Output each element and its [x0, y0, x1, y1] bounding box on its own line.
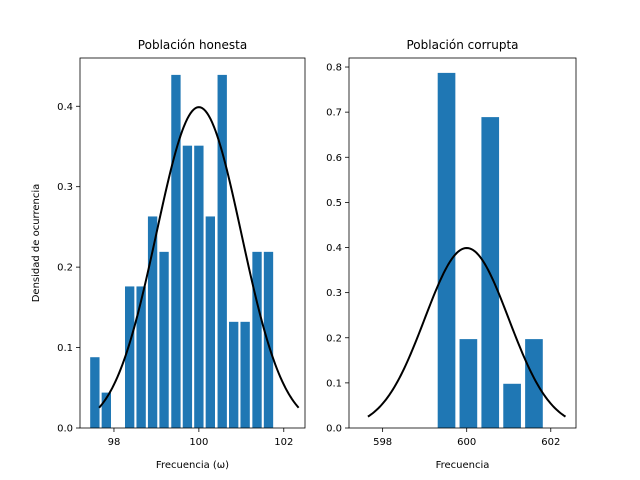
- x-ticks-corrupta: 598 600 602: [373, 428, 560, 448]
- bar-honesta: [217, 74, 227, 429]
- y-tick-label-corrupta: 0.0: [326, 424, 342, 435]
- axes-frame-honesta: [79, 57, 306, 429]
- x-ticks-honesta: 98 100 102: [108, 428, 293, 448]
- bars-honesta: [90, 74, 274, 429]
- y-tick-label-corrupta: 0.2: [326, 333, 342, 344]
- bar-honesta: [147, 216, 158, 428]
- normal-curve-honesta: [98, 106, 300, 409]
- bar-honesta: [194, 145, 204, 428]
- x-tick-label-corrupta: 602: [541, 437, 560, 448]
- y-tick-label-honesta: 0.4: [57, 102, 73, 113]
- y-tick-label-corrupta: 0.5: [326, 198, 342, 209]
- bar-honesta: [159, 251, 169, 428]
- y-axis-label-honesta: Densidad de ocurrencia: [31, 184, 42, 303]
- bar-honesta: [240, 321, 250, 428]
- y-ticks-corrupta: 0.0 0.1 0.2 0.3 0.4 0.5 0.6 0.7 0.8: [326, 63, 349, 435]
- bar-honesta: [90, 357, 100, 428]
- bar-corrupta: [503, 383, 521, 428]
- y-tick-label-honesta: 0.2: [57, 263, 73, 274]
- bar-honesta: [263, 251, 274, 428]
- chart-panel-honesta: 98 100 102 0.0 0.1 0.2 0.3 0.4 Población hones…: [31, 38, 306, 471]
- x-tick-label-corrupta: 600: [457, 437, 476, 448]
- y-tick-label-honesta: 0.1: [57, 343, 73, 354]
- bar-honesta: [125, 286, 135, 428]
- bar-corrupta: [437, 72, 456, 428]
- chart-panel-corrupta: 598 600 602 0.0 0.1 0.2 0.3 0.4 0.5 0.6 0.7 0.8 Po…: [326, 38, 577, 471]
- axes-frame-corrupta: [348, 57, 577, 429]
- y-ticks-honesta: 0.0 0.1 0.2 0.3 0.4: [57, 102, 80, 435]
- y-tick-label-corrupta: 0.3: [326, 288, 342, 299]
- normal-curve-corrupta: [367, 246, 567, 418]
- bar-honesta: [171, 74, 181, 429]
- chart-title-honesta: Población honesta: [138, 38, 247, 52]
- bar-honesta: [205, 216, 215, 428]
- bar-corrupta: [525, 339, 543, 428]
- x-axis-label-corrupta: Frecuencia: [436, 460, 490, 471]
- bar-honesta: [229, 321, 239, 428]
- y-tick-label-corrupta: 0.4: [326, 243, 342, 254]
- bar-honesta: [101, 392, 111, 428]
- x-tick-label-corrupta: 598: [373, 437, 392, 448]
- x-tick-label-honesta: 100: [189, 437, 208, 448]
- y-tick-label-corrupta: 0.7: [326, 108, 342, 119]
- y-tick-label-corrupta: 0.1: [326, 378, 342, 389]
- y-tick-label-honesta: 0.0: [57, 424, 73, 435]
- bar-honesta: [182, 145, 193, 428]
- bar-honesta: [136, 286, 146, 428]
- x-axis-label-honesta: Frecuencia (ω): [156, 460, 229, 471]
- chart-title-corrupta: Población corrupta: [406, 38, 518, 52]
- curve-line-corrupta: [367, 246, 567, 418]
- curve-line-honesta: [98, 106, 300, 409]
- bar-honesta: [252, 251, 262, 428]
- y-tick-label-corrupta: 0.8: [326, 63, 342, 74]
- y-tick-label-honesta: 0.3: [57, 182, 73, 193]
- bar-corrupta: [459, 339, 478, 428]
- x-tick-label-honesta: 98: [108, 437, 121, 448]
- x-tick-label-honesta: 102: [274, 437, 293, 448]
- y-tick-label-corrupta: 0.6: [326, 153, 342, 164]
